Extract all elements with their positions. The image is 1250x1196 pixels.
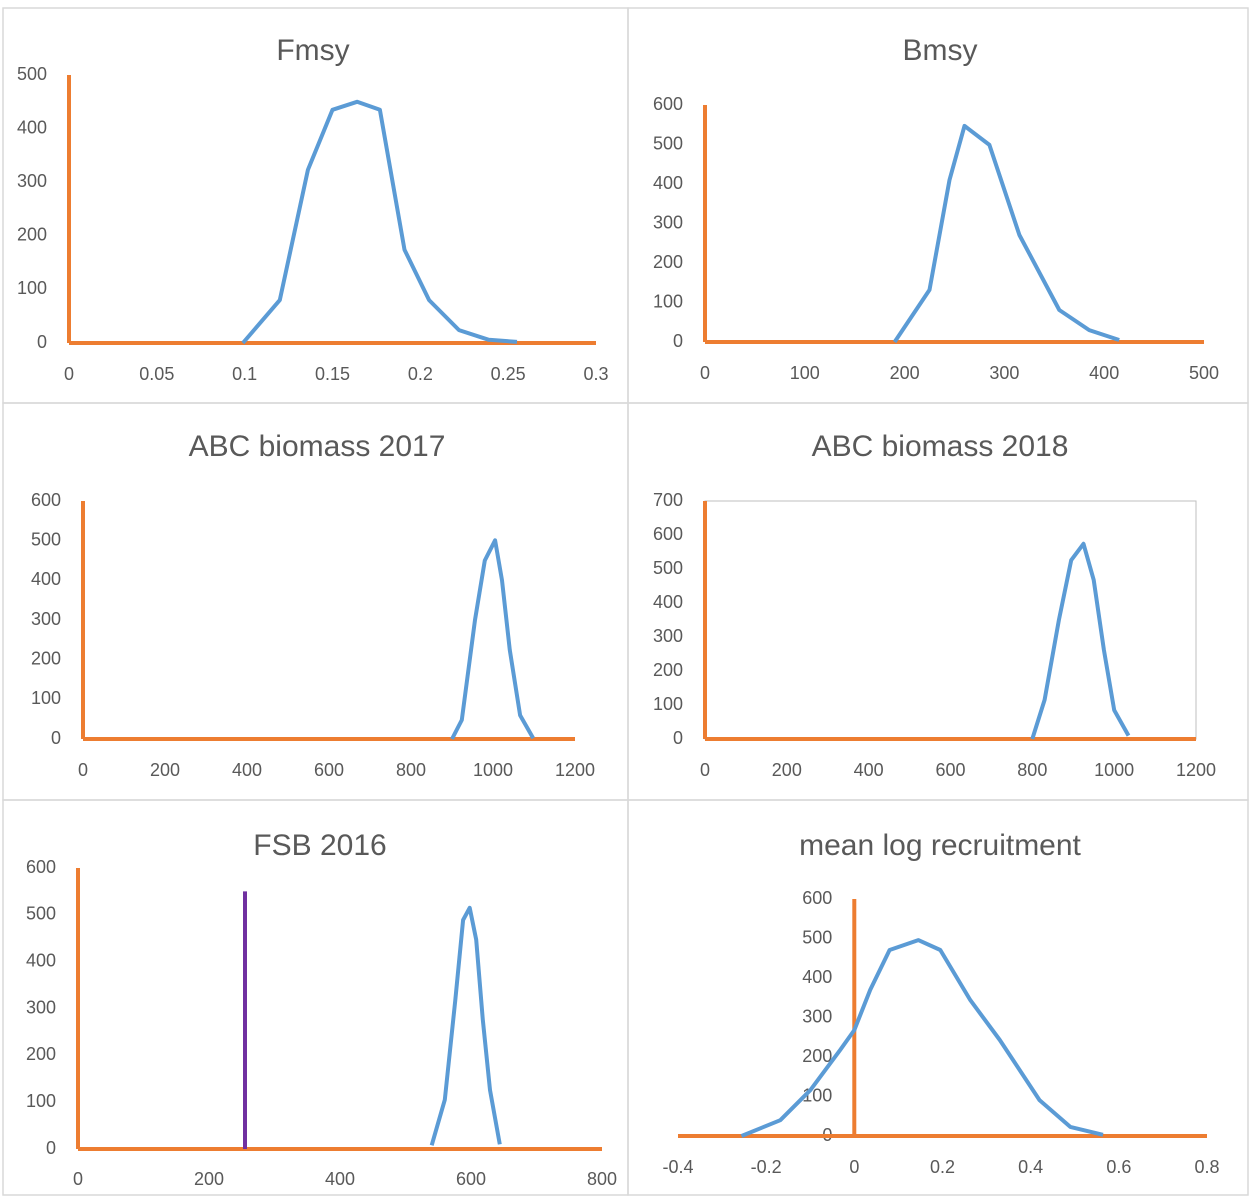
y-tick-label: 200 [26, 1044, 56, 1064]
y-tick-label: 300 [31, 609, 61, 629]
y-tick-label: 300 [802, 1006, 832, 1026]
x-tick-label: 600 [456, 1169, 486, 1189]
x-tick-label: 0.3 [583, 364, 608, 384]
x-tick-label: 0.2 [408, 364, 433, 384]
y-tick-label: 600 [802, 888, 832, 908]
y-tick-label: 400 [17, 117, 47, 137]
y-tick-label: 300 [653, 626, 683, 646]
y-tick-label: 500 [17, 64, 47, 84]
y-tick-label: 400 [31, 569, 61, 589]
y-tick-label: 400 [653, 592, 683, 612]
y-tick-label: 600 [653, 524, 683, 544]
plot-border [704, 500, 1197, 740]
series-line [241, 99, 518, 345]
x-tick-label: 600 [314, 760, 344, 780]
y-tick-label: 700 [653, 490, 683, 510]
x-tick-label: 200 [194, 1169, 224, 1189]
x-tick-label: 0 [849, 1157, 859, 1177]
chart-title: ABC biomass 2018 [812, 430, 1069, 463]
y-tick-label: 100 [653, 291, 683, 311]
y-tick-label: 200 [653, 252, 683, 272]
x-tick-label: 0.1 [232, 364, 257, 384]
x-tick-label: 0.6 [1106, 1157, 1131, 1177]
x-tick-label: 200 [890, 363, 920, 383]
x-tick-label: 0 [700, 363, 710, 383]
y-tick-label: 300 [653, 212, 683, 232]
x-tick-label: 0 [78, 760, 88, 780]
chart-title: mean log recruitment [799, 829, 1081, 862]
y-tick-label: 0 [46, 1138, 56, 1158]
x-tick-label: 0.15 [315, 364, 350, 384]
y-tick-label: 500 [802, 927, 832, 947]
x-tick-label: 400 [232, 760, 262, 780]
x-tick-label: 400 [1089, 363, 1119, 383]
x-tick-label: 0.2 [930, 1157, 955, 1177]
x-tick-label: 400 [325, 1169, 355, 1189]
y-tick-label: 600 [31, 490, 61, 510]
x-tick-label: 800 [1017, 760, 1047, 780]
y-tick-label: 500 [653, 558, 683, 578]
y-tick-label: 400 [653, 173, 683, 193]
x-tick-label: 0.4 [1018, 1157, 1043, 1177]
x-tick-label: 300 [989, 363, 1019, 383]
chart-title: Bmsy [903, 34, 978, 67]
y-tick-label: 200 [653, 660, 683, 680]
y-tick-label: 500 [26, 904, 56, 924]
y-tick-label: 100 [26, 1091, 56, 1111]
x-tick-label: 0.8 [1194, 1157, 1219, 1177]
x-tick-label: 0 [700, 760, 710, 780]
y-tick-label: 100 [653, 694, 683, 714]
y-tick-label: 300 [26, 997, 56, 1017]
x-tick-label: 0.05 [139, 364, 174, 384]
x-tick-label: 500 [1189, 363, 1219, 383]
x-tick-label: 0.25 [491, 364, 526, 384]
x-tick-label: -0.2 [751, 1157, 782, 1177]
series-line [1030, 541, 1131, 740]
chart-title: Fmsy [276, 34, 349, 67]
y-tick-label: 500 [653, 133, 683, 153]
series-line [429, 905, 502, 1146]
y-tick-label: 0 [673, 728, 683, 748]
y-tick-label: 200 [802, 1046, 832, 1066]
y-tick-label: 200 [31, 648, 61, 668]
x-tick-label: 1200 [555, 760, 595, 780]
x-tick-label: 1000 [1094, 760, 1134, 780]
x-tick-label: 400 [854, 760, 884, 780]
y-tick-label: 400 [802, 967, 832, 987]
x-tick-label: -0.4 [662, 1157, 693, 1177]
y-tick-label: 200 [17, 225, 47, 245]
chart-title: FSB 2016 [253, 829, 386, 862]
x-tick-label: 0 [73, 1169, 83, 1189]
series-line [740, 938, 1104, 1138]
x-tick-label: 1200 [1176, 760, 1216, 780]
panel [627, 799, 1249, 1196]
x-tick-label: 800 [587, 1169, 617, 1189]
x-tick-label: 600 [935, 760, 965, 780]
y-tick-label: 0 [37, 332, 47, 352]
x-tick-label: 0 [64, 364, 74, 384]
x-tick-label: 1000 [473, 760, 513, 780]
series-line [892, 123, 1120, 344]
x-tick-label: 200 [772, 760, 802, 780]
y-tick-label: 400 [26, 950, 56, 970]
y-tick-label: 0 [51, 728, 61, 748]
y-tick-label: 100 [17, 278, 47, 298]
x-tick-label: 800 [396, 760, 426, 780]
chart-title: ABC biomass 2017 [189, 430, 446, 463]
y-tick-label: 100 [31, 688, 61, 708]
y-tick-label: 600 [653, 94, 683, 114]
y-tick-label: 600 [26, 857, 56, 877]
series-line [450, 538, 535, 740]
x-tick-label: 200 [150, 760, 180, 780]
x-tick-label: 100 [790, 363, 820, 383]
y-tick-label: 500 [31, 529, 61, 549]
y-tick-label: 0 [673, 331, 683, 351]
y-tick-label: 300 [17, 171, 47, 191]
